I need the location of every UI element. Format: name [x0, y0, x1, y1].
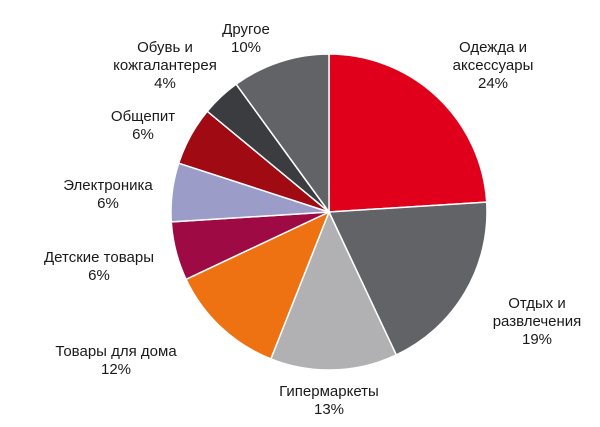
slice-value-label: 24%	[478, 75, 508, 92]
slice-name-label: Электроника	[63, 177, 153, 194]
slice-name-label: Товары для дома	[55, 343, 177, 360]
slice-value-label: 4%	[154, 75, 176, 92]
pie-slice-одежда-и-аксессуары	[328, 53, 488, 213]
slice-value-label: 6%	[88, 267, 110, 284]
slice-value-label: 6%	[132, 126, 154, 143]
slice-label-одежда-и-аксессуары: Одежда и аксессуары 24%	[453, 39, 534, 92]
slice-name-label: Гипермаркеты	[279, 383, 379, 400]
slice-name-label: Другое	[222, 21, 270, 38]
slice-value-label: 13%	[314, 401, 344, 418]
slice-name-label: Одежда и	[459, 39, 527, 56]
pie-slice-другое	[235, 53, 330, 213]
slice-value-label: 10%	[231, 39, 261, 56]
slice-label-отдых-и-развлечения: Отдых и развлечения 19%	[493, 295, 582, 348]
slice-label-детские-товары: Детские товары 6%	[44, 249, 154, 284]
slice-label-гипермаркеты: Гипермаркеты 13%	[279, 383, 379, 418]
pie-slices	[170, 53, 488, 371]
slice-label-обувь-и-кожгалантерея: Обувь и кожгалантерея 4%	[113, 39, 217, 92]
pie-slice-товары-для-дома	[185, 211, 330, 360]
slice-name-label: Детские товары	[44, 249, 154, 266]
slice-value-label: 12%	[101, 361, 131, 378]
slice-name-label: Отдых и	[508, 295, 566, 312]
pie-slice-отдых-и-развлечения	[328, 201, 488, 356]
slice-label-общепит: Общепит 6%	[111, 108, 175, 143]
slice-name-label: Общепит	[111, 108, 175, 125]
slice-name-label: развлечения	[493, 313, 582, 330]
slice-label-другое: Другое 10%	[222, 21, 270, 56]
pie-labels: Одежда и аксессуары 24%Отдых и развлечения 1…	[44, 21, 581, 418]
slice-name-label: аксессуары	[453, 57, 534, 74]
slice-value-label: 19%	[522, 331, 552, 348]
slice-value-label: 6%	[97, 195, 119, 212]
slice-name-label: Обувь и	[137, 39, 193, 56]
slice-label-товары-для-дома: Товары для дома 12%	[55, 343, 177, 378]
pie-slice-гипермаркеты	[270, 211, 398, 371]
slice-name-label: кожгалантерея	[113, 57, 217, 74]
slice-label-электроника: Электроника 6%	[63, 177, 153, 212]
